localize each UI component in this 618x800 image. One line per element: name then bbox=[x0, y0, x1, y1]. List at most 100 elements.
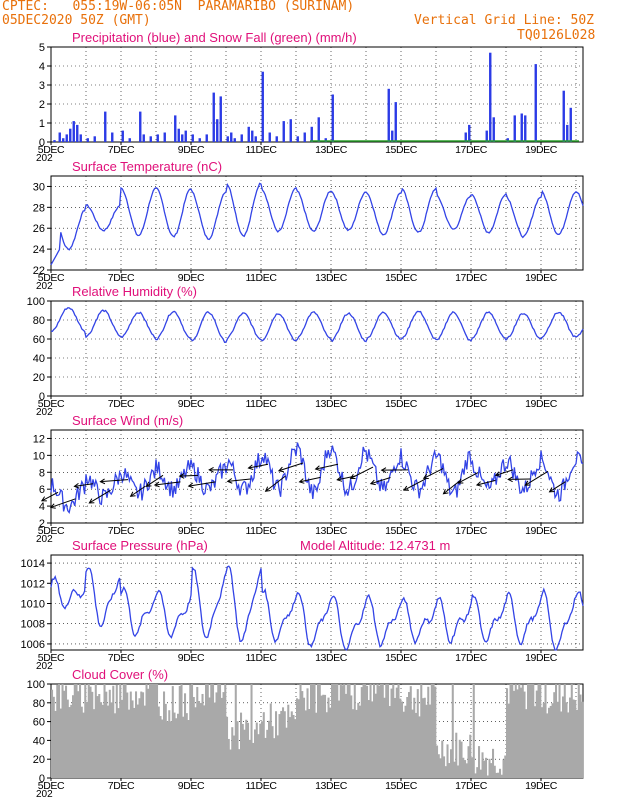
cloud-cover-bar bbox=[565, 702, 568, 778]
cloud-cover-bar bbox=[282, 707, 285, 778]
cloud-cover-bar bbox=[507, 703, 510, 778]
x-tick-label: 15DEC bbox=[385, 398, 418, 410]
cloud-cover-bar bbox=[91, 691, 94, 778]
year-label-cut: 202 bbox=[36, 281, 53, 292]
cloud-cover-bar bbox=[280, 710, 283, 778]
cloud-cover-bar bbox=[194, 707, 197, 778]
wind-arrow-head bbox=[548, 487, 555, 493]
cloud-cover-bar bbox=[108, 689, 111, 778]
run-date: 05DEC2020 50Z (GMT) bbox=[2, 13, 151, 28]
y-tick-label: 30 bbox=[33, 181, 45, 193]
cloud-cover-bar bbox=[170, 721, 173, 778]
wind-arrow-head bbox=[298, 478, 305, 484]
cloud-cover-bar bbox=[129, 691, 132, 778]
cloud-cover-bar bbox=[572, 699, 575, 778]
cloud-cover-bar bbox=[418, 716, 421, 778]
y-tick-label: 28 bbox=[33, 202, 45, 214]
cloud-cover-bar bbox=[61, 684, 64, 778]
precip-bar bbox=[317, 117, 320, 142]
cloud-cover-bar bbox=[422, 698, 425, 778]
x-tick-label: 15DEC bbox=[385, 652, 418, 664]
cloud-cover-bar bbox=[173, 712, 176, 778]
cloud-cover-bar bbox=[520, 687, 523, 778]
wind-arrow bbox=[525, 470, 549, 486]
precip-bar bbox=[268, 132, 271, 142]
cloud-cover-bar bbox=[250, 684, 253, 778]
cloud-cover-bar bbox=[52, 696, 55, 778]
cloud-cover-bar bbox=[84, 684, 87, 778]
cloud-cover-bar bbox=[353, 684, 356, 778]
cloud-cover-bar bbox=[276, 735, 279, 778]
precip-bar bbox=[240, 134, 243, 142]
cloud-cover-bar bbox=[101, 704, 104, 778]
cloud-cover-bar bbox=[427, 686, 430, 778]
cloud-cover-bar bbox=[124, 684, 127, 778]
cloud-cover-bar bbox=[562, 696, 565, 778]
precip-bar bbox=[331, 94, 334, 142]
precip-bar bbox=[247, 126, 250, 142]
cloud-cover-bar bbox=[446, 744, 449, 778]
cloud-cover-bar bbox=[322, 694, 325, 778]
series-line bbox=[50, 307, 584, 343]
cloud-cover-bar bbox=[408, 692, 411, 778]
cloud-cover-bar bbox=[131, 700, 134, 778]
cloud-cover-bar bbox=[203, 705, 206, 778]
x-tick-label: 9DEC bbox=[178, 652, 205, 664]
wind-arrow bbox=[278, 462, 304, 472]
panel-2: 22 24 26 28 30 5DEC 7DEC 9DEC 11DEC 13DEC 15DEC 17D… bbox=[33, 159, 584, 292]
x-tick-label: 15DEC bbox=[385, 780, 418, 792]
cloud-cover-bar bbox=[343, 684, 346, 778]
x-tick-label: 19DEC bbox=[525, 272, 558, 284]
cloud-cover-bar bbox=[409, 686, 412, 778]
wind-arrow bbox=[495, 469, 514, 476]
cloud-cover-bar bbox=[553, 692, 556, 778]
cloud-cover-bar bbox=[114, 713, 117, 778]
cloud-cover-bar bbox=[546, 713, 549, 778]
cloud-cover-bar bbox=[581, 701, 584, 778]
plot-frame bbox=[50, 46, 584, 143]
cloud-cover-bar bbox=[110, 702, 113, 778]
x-tick-label: 11DEC bbox=[245, 780, 277, 792]
y-tick-label: 24 bbox=[33, 244, 45, 256]
cloud-cover-bar bbox=[432, 684, 435, 778]
cloud-cover-bar bbox=[563, 684, 566, 778]
cloud-cover-bar bbox=[332, 684, 335, 778]
precip-bar bbox=[219, 96, 222, 142]
cloud-cover-bar bbox=[504, 755, 507, 778]
cloud-cover-bar bbox=[171, 686, 174, 778]
wind-arrow-head bbox=[403, 485, 409, 491]
x-tick-label: 13DEC bbox=[315, 398, 348, 410]
wind-arrow-head bbox=[369, 479, 376, 486]
cloud-cover-bar bbox=[481, 752, 484, 778]
y-tick-label: 20 bbox=[33, 372, 45, 384]
y-tick-label: 1008 bbox=[21, 619, 45, 631]
precip-bar bbox=[485, 130, 488, 142]
plot-frame bbox=[50, 175, 584, 271]
cloud-cover-bar bbox=[560, 711, 563, 778]
x-tick-label: 13DEC bbox=[315, 144, 348, 156]
cloud-cover-bar bbox=[457, 765, 460, 778]
precip-bar bbox=[387, 88, 390, 142]
cloud-cover-bar bbox=[387, 684, 390, 778]
wind-arrow-head bbox=[99, 478, 106, 485]
cloud-cover-bar bbox=[542, 702, 545, 778]
cloud-cover-bar bbox=[472, 684, 475, 778]
wind-arrow bbox=[100, 479, 129, 483]
wind-arrow-head bbox=[442, 488, 449, 495]
cloud-cover-bar bbox=[439, 758, 442, 778]
cloud-cover-bar bbox=[425, 704, 428, 778]
cloud-cover-bar bbox=[304, 710, 307, 778]
wind-arrow-head bbox=[247, 464, 254, 471]
wind-arrow bbox=[265, 475, 286, 492]
x-tick-label: 9DEC bbox=[178, 525, 205, 537]
cloud-cover-bar bbox=[499, 768, 502, 778]
precip-bar bbox=[139, 111, 142, 142]
cloud-cover-bar bbox=[89, 686, 92, 778]
cloud-cover-bar bbox=[345, 693, 348, 778]
wind-arrow bbox=[50, 498, 76, 508]
y-tick-label: 3 bbox=[39, 80, 45, 92]
x-tick-label: 13DEC bbox=[315, 652, 348, 664]
y-tick-label: 26 bbox=[33, 223, 45, 235]
wind-arrow bbox=[337, 475, 356, 481]
cloud-cover-bar bbox=[191, 684, 194, 778]
